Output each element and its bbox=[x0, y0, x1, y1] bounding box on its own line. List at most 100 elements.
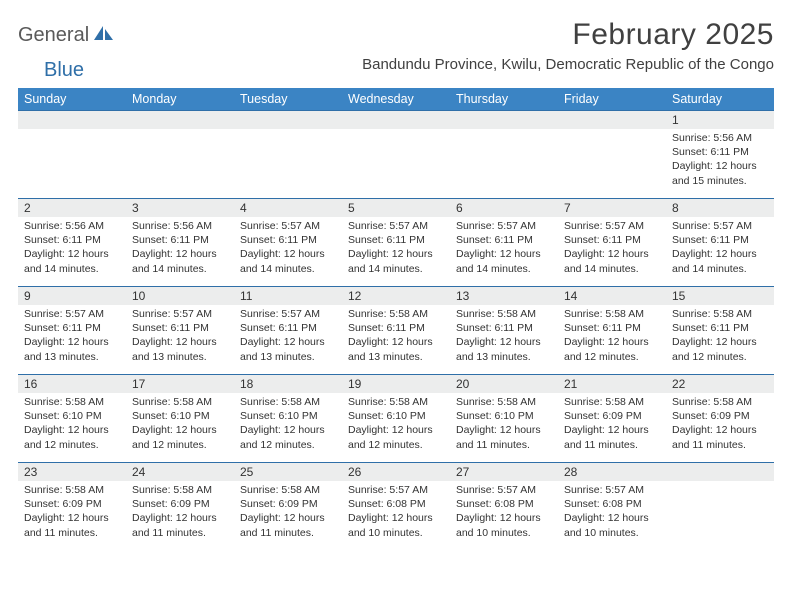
calendar-cell: 10Sunrise: 5:57 AMSunset: 6:11 PMDayligh… bbox=[126, 287, 234, 375]
calendar-week: 23Sunrise: 5:58 AMSunset: 6:09 PMDayligh… bbox=[18, 463, 774, 551]
sail-icon bbox=[93, 24, 115, 47]
calendar-cell: 15Sunrise: 5:58 AMSunset: 6:11 PMDayligh… bbox=[666, 287, 774, 375]
calendar-cell: 26Sunrise: 5:57 AMSunset: 6:08 PMDayligh… bbox=[342, 463, 450, 551]
calendar-cell: 6Sunrise: 5:57 AMSunset: 6:11 PMDaylight… bbox=[450, 199, 558, 287]
calendar-page: General February 2025 Bandundu Province,… bbox=[0, 0, 792, 561]
day-number: 15 bbox=[666, 287, 774, 305]
day-number: 7 bbox=[558, 199, 666, 217]
day-number: 26 bbox=[342, 463, 450, 481]
empty-day bbox=[558, 111, 666, 129]
day-details: Sunrise: 5:58 AMSunset: 6:11 PMDaylight:… bbox=[342, 305, 450, 368]
calendar-cell: 13Sunrise: 5:58 AMSunset: 6:11 PMDayligh… bbox=[450, 287, 558, 375]
month-title: February 2025 bbox=[362, 18, 774, 52]
day-details: Sunrise: 5:56 AMSunset: 6:11 PMDaylight:… bbox=[666, 129, 774, 192]
day-details: Sunrise: 5:57 AMSunset: 6:11 PMDaylight:… bbox=[666, 217, 774, 280]
day-number: 16 bbox=[18, 375, 126, 393]
calendar-cell: 23Sunrise: 5:58 AMSunset: 6:09 PMDayligh… bbox=[18, 463, 126, 551]
calendar-cell: 1Sunrise: 5:56 AMSunset: 6:11 PMDaylight… bbox=[666, 111, 774, 199]
day-number: 19 bbox=[342, 375, 450, 393]
empty-day bbox=[450, 111, 558, 129]
day-details: Sunrise: 5:57 AMSunset: 6:08 PMDaylight:… bbox=[558, 481, 666, 544]
calendar-cell: 25Sunrise: 5:58 AMSunset: 6:09 PMDayligh… bbox=[234, 463, 342, 551]
calendar-cell: 27Sunrise: 5:57 AMSunset: 6:08 PMDayligh… bbox=[450, 463, 558, 551]
day-number: 24 bbox=[126, 463, 234, 481]
day-number: 20 bbox=[450, 375, 558, 393]
day-details: Sunrise: 5:58 AMSunset: 6:10 PMDaylight:… bbox=[18, 393, 126, 456]
day-number: 21 bbox=[558, 375, 666, 393]
day-details: Sunrise: 5:57 AMSunset: 6:11 PMDaylight:… bbox=[558, 217, 666, 280]
col-thursday: Thursday bbox=[450, 88, 558, 111]
calendar-cell: 12Sunrise: 5:58 AMSunset: 6:11 PMDayligh… bbox=[342, 287, 450, 375]
day-number: 5 bbox=[342, 199, 450, 217]
day-details: Sunrise: 5:58 AMSunset: 6:09 PMDaylight:… bbox=[18, 481, 126, 544]
calendar-cell bbox=[126, 111, 234, 199]
col-monday: Monday bbox=[126, 88, 234, 111]
day-details: Sunrise: 5:57 AMSunset: 6:11 PMDaylight:… bbox=[234, 217, 342, 280]
calendar-week: 9Sunrise: 5:57 AMSunset: 6:11 PMDaylight… bbox=[18, 287, 774, 375]
calendar-cell: 14Sunrise: 5:58 AMSunset: 6:11 PMDayligh… bbox=[558, 287, 666, 375]
col-saturday: Saturday bbox=[666, 88, 774, 111]
day-number: 4 bbox=[234, 199, 342, 217]
calendar-cell: 19Sunrise: 5:58 AMSunset: 6:10 PMDayligh… bbox=[342, 375, 450, 463]
day-details: Sunrise: 5:58 AMSunset: 6:09 PMDaylight:… bbox=[558, 393, 666, 456]
day-number: 13 bbox=[450, 287, 558, 305]
calendar-head: Sunday Monday Tuesday Wednesday Thursday… bbox=[18, 88, 774, 111]
day-number: 8 bbox=[666, 199, 774, 217]
brand-text-general: General bbox=[18, 24, 89, 47]
day-details: Sunrise: 5:58 AMSunset: 6:11 PMDaylight:… bbox=[666, 305, 774, 368]
calendar-cell: 24Sunrise: 5:58 AMSunset: 6:09 PMDayligh… bbox=[126, 463, 234, 551]
calendar-cell bbox=[234, 111, 342, 199]
day-details: Sunrise: 5:56 AMSunset: 6:11 PMDaylight:… bbox=[126, 217, 234, 280]
day-number: 23 bbox=[18, 463, 126, 481]
calendar-cell bbox=[450, 111, 558, 199]
calendar-cell bbox=[558, 111, 666, 199]
day-number: 22 bbox=[666, 375, 774, 393]
empty-day bbox=[666, 463, 774, 481]
day-details: Sunrise: 5:58 AMSunset: 6:10 PMDaylight:… bbox=[450, 393, 558, 456]
calendar-cell: 11Sunrise: 5:57 AMSunset: 6:11 PMDayligh… bbox=[234, 287, 342, 375]
day-number: 27 bbox=[450, 463, 558, 481]
calendar-cell bbox=[18, 111, 126, 199]
day-details: Sunrise: 5:57 AMSunset: 6:11 PMDaylight:… bbox=[18, 305, 126, 368]
calendar-week: 16Sunrise: 5:58 AMSunset: 6:10 PMDayligh… bbox=[18, 375, 774, 463]
day-details: Sunrise: 5:57 AMSunset: 6:11 PMDaylight:… bbox=[450, 217, 558, 280]
calendar-cell: 22Sunrise: 5:58 AMSunset: 6:09 PMDayligh… bbox=[666, 375, 774, 463]
calendar-cell: 3Sunrise: 5:56 AMSunset: 6:11 PMDaylight… bbox=[126, 199, 234, 287]
calendar-table: Sunday Monday Tuesday Wednesday Thursday… bbox=[18, 88, 774, 551]
day-details: Sunrise: 5:58 AMSunset: 6:09 PMDaylight:… bbox=[126, 481, 234, 544]
calendar-cell: 2Sunrise: 5:56 AMSunset: 6:11 PMDaylight… bbox=[18, 199, 126, 287]
day-details: Sunrise: 5:57 AMSunset: 6:11 PMDaylight:… bbox=[342, 217, 450, 280]
day-number: 18 bbox=[234, 375, 342, 393]
day-number: 6 bbox=[450, 199, 558, 217]
day-number: 25 bbox=[234, 463, 342, 481]
calendar-cell bbox=[666, 463, 774, 551]
day-details: Sunrise: 5:56 AMSunset: 6:11 PMDaylight:… bbox=[18, 217, 126, 280]
calendar-cell: 20Sunrise: 5:58 AMSunset: 6:10 PMDayligh… bbox=[450, 375, 558, 463]
brand-text-blue: Blue bbox=[18, 59, 84, 81]
day-details: Sunrise: 5:57 AMSunset: 6:11 PMDaylight:… bbox=[126, 305, 234, 368]
day-number: 17 bbox=[126, 375, 234, 393]
calendar-week: 2Sunrise: 5:56 AMSunset: 6:11 PMDaylight… bbox=[18, 199, 774, 287]
calendar-cell: 16Sunrise: 5:58 AMSunset: 6:10 PMDayligh… bbox=[18, 375, 126, 463]
day-details: Sunrise: 5:58 AMSunset: 6:10 PMDaylight:… bbox=[342, 393, 450, 456]
col-friday: Friday bbox=[558, 88, 666, 111]
calendar-cell: 7Sunrise: 5:57 AMSunset: 6:11 PMDaylight… bbox=[558, 199, 666, 287]
day-number: 9 bbox=[18, 287, 126, 305]
day-number: 3 bbox=[126, 199, 234, 217]
empty-day bbox=[234, 111, 342, 129]
calendar-cell: 18Sunrise: 5:58 AMSunset: 6:10 PMDayligh… bbox=[234, 375, 342, 463]
col-sunday: Sunday bbox=[18, 88, 126, 111]
calendar-cell: 17Sunrise: 5:58 AMSunset: 6:10 PMDayligh… bbox=[126, 375, 234, 463]
calendar-cell: 4Sunrise: 5:57 AMSunset: 6:11 PMDaylight… bbox=[234, 199, 342, 287]
day-details: Sunrise: 5:58 AMSunset: 6:09 PMDaylight:… bbox=[234, 481, 342, 544]
day-details: Sunrise: 5:58 AMSunset: 6:10 PMDaylight:… bbox=[126, 393, 234, 456]
day-number: 1 bbox=[666, 111, 774, 129]
day-details: Sunrise: 5:58 AMSunset: 6:11 PMDaylight:… bbox=[558, 305, 666, 368]
calendar-cell: 8Sunrise: 5:57 AMSunset: 6:11 PMDaylight… bbox=[666, 199, 774, 287]
empty-day bbox=[342, 111, 450, 129]
calendar-cell: 9Sunrise: 5:57 AMSunset: 6:11 PMDaylight… bbox=[18, 287, 126, 375]
empty-day bbox=[18, 111, 126, 129]
day-number: 12 bbox=[342, 287, 450, 305]
day-number: 2 bbox=[18, 199, 126, 217]
calendar-cell bbox=[342, 111, 450, 199]
